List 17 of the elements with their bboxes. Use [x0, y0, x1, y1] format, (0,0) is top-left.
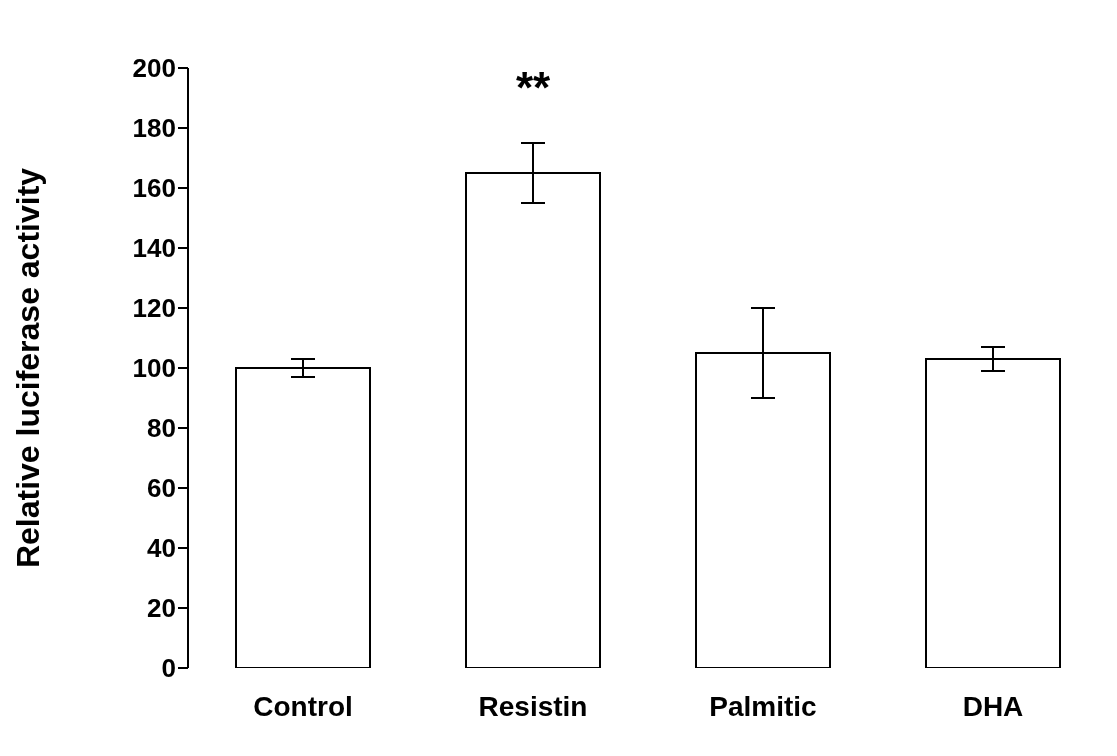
- y-tick-label: 140: [132, 233, 176, 264]
- y-tick-label: 120: [132, 293, 176, 324]
- y-tick-label: 100: [132, 353, 176, 384]
- y-tick-label: 80: [147, 413, 176, 444]
- y-axis-title: Relative luciferase activity: [10, 167, 47, 569]
- y-tick-label: 20: [147, 593, 176, 624]
- y-tick-label: 180: [132, 113, 176, 144]
- annotation: **: [515, 63, 551, 112]
- x-tick-label: Palmitic: [709, 690, 817, 722]
- y-tick-label: 160: [132, 173, 176, 204]
- x-tick-label: Control: [253, 690, 353, 722]
- y-tick-label: 200: [132, 53, 176, 84]
- x-tick-label: Resistin: [478, 690, 588, 722]
- y-tick-label: 60: [147, 473, 176, 504]
- y-tick-label: 40: [147, 533, 176, 564]
- x-tick-label: DHA: [962, 690, 1024, 722]
- y-tick-label: 0: [161, 653, 176, 684]
